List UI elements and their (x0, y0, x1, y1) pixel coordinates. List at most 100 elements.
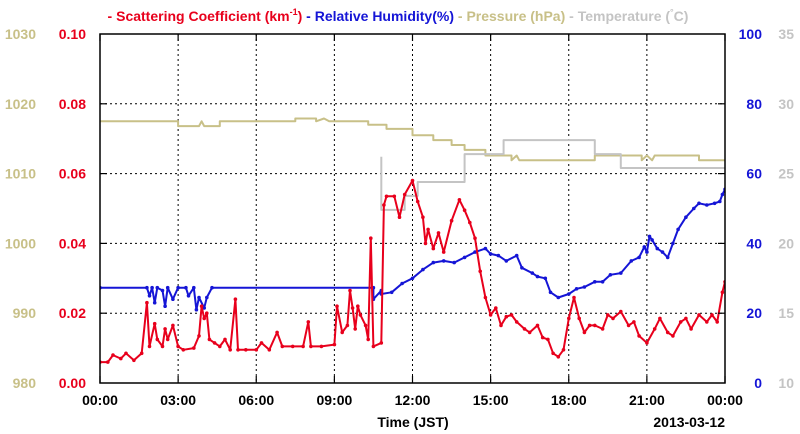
scattering-point (468, 220, 472, 225)
humidity-point (421, 267, 425, 272)
scattering-point (160, 344, 165, 349)
scattering-point (309, 344, 313, 349)
scattering-point (207, 337, 212, 342)
humidity-point (574, 287, 579, 291)
scattering-point (233, 297, 238, 302)
scattering-point (202, 316, 206, 321)
humidity-point (645, 250, 649, 254)
scattering-point (645, 341, 649, 345)
humidity-point (431, 260, 436, 265)
humidity-point (441, 259, 446, 263)
scattering-point (561, 348, 566, 352)
humidity-point (692, 206, 696, 211)
scattering-point (139, 351, 144, 356)
scattering-series (100, 178, 725, 364)
legend-label: Pressure (hPa) (466, 8, 565, 24)
x-tick-label: 00:00 (82, 392, 118, 408)
humidity-point (556, 295, 561, 300)
x-tick-label: 21:00 (629, 392, 665, 408)
series-layer (100, 117, 725, 364)
scattering-point (457, 198, 462, 202)
legend-marker: - (565, 8, 577, 24)
scattering-point (535, 323, 540, 328)
pressure-tick-label: 1000 (5, 235, 36, 251)
scattering-point (244, 348, 248, 352)
pressure-tick-label: 1010 (5, 166, 36, 182)
scattering-point (462, 208, 467, 212)
scattering-point (572, 295, 576, 300)
scattering-point (509, 313, 514, 317)
legend-marker: - (302, 8, 314, 24)
humidity-point (194, 307, 199, 312)
humidity-tick-label: 20 (746, 305, 762, 321)
x-tick-label: 09:00 (316, 392, 352, 408)
humidity-point (152, 300, 157, 305)
scattering-point (705, 320, 709, 324)
scattering-point (348, 288, 352, 293)
humidity-point (165, 285, 170, 290)
scattering-point (514, 320, 519, 324)
humidity-point (410, 276, 415, 281)
legend-label-close: C) (674, 8, 689, 24)
scattering-point (366, 337, 371, 342)
scattering-point (626, 323, 631, 328)
scattering-point (132, 358, 136, 363)
humidity-point (150, 285, 154, 290)
scattering-point (619, 309, 623, 314)
scattering-point (363, 323, 368, 328)
scattering-point (499, 323, 503, 328)
scattering-point (197, 334, 201, 338)
scattering-tick-label: 0.04 (59, 235, 86, 251)
scattering-point (678, 320, 683, 324)
humidity-point (548, 290, 553, 295)
scattering-point (147, 344, 152, 349)
x-tick-label: 03:00 (160, 392, 196, 408)
temperature-series (380, 139, 725, 211)
humidity-point (684, 215, 688, 219)
scattering-point (671, 334, 675, 338)
legend-superscript: ° (670, 7, 674, 17)
scattering-point (504, 314, 509, 319)
scattering-point (382, 203, 386, 207)
scattering-point (587, 323, 592, 328)
pressure-series (100, 117, 725, 162)
scattering-point (212, 341, 217, 345)
x-tick-label: 15:00 (473, 392, 509, 408)
scattering-point (236, 348, 240, 352)
temperature-tick-label: 15 (778, 305, 794, 321)
scattering-point (697, 313, 701, 317)
scattering-point (402, 192, 407, 197)
humidity-point (600, 280, 605, 284)
humidity-point (567, 292, 571, 296)
scattering-point (199, 304, 204, 309)
scattering-point (384, 194, 389, 199)
scattering-point (218, 344, 222, 349)
scattering-point (111, 353, 115, 357)
humidity-point (184, 285, 188, 290)
pressure-tick-label: 1030 (5, 26, 36, 42)
humidity-point (530, 271, 535, 275)
scattering-point (410, 178, 415, 183)
humidity-point (543, 276, 548, 281)
humidity-tick-label: 40 (746, 235, 762, 251)
humidity-point (720, 192, 725, 197)
legend-label: Relative Humidity(%) (315, 8, 454, 24)
humidity-point (650, 238, 654, 242)
x-tick-label: 12:00 (395, 392, 431, 408)
scattering-point (522, 327, 527, 331)
temperature-tick-label: 10 (778, 375, 794, 391)
temperature-tick-label: 35 (778, 26, 794, 42)
humidity-point (718, 199, 722, 204)
scattering-point (494, 306, 498, 310)
pressure-line (100, 117, 725, 162)
scattering-point (632, 320, 636, 324)
scattering-tick-label: 0.02 (59, 305, 86, 321)
scattering-point (369, 236, 373, 240)
scattering-point (652, 327, 657, 331)
legend-marker: - (108, 8, 117, 24)
humidity-point (488, 252, 493, 256)
scattering-point (606, 313, 610, 317)
scattering-point (567, 316, 571, 321)
scattering-point (350, 306, 355, 310)
scattering-point (431, 246, 436, 251)
